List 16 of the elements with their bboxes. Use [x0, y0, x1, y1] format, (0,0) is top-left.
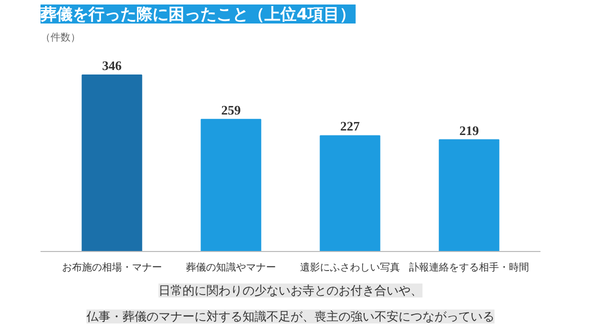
text: 仏事・葬儀のマナーに対する知識不足が、喪主の強い不安につながっている	[86, 310, 494, 324]
x-tick-label: 訃報連絡をする相手・時間	[409, 262, 530, 274]
bar	[82, 74, 142, 252]
data-label: 259	[221, 102, 242, 118]
data-label: 219	[459, 122, 480, 138]
data-label: 227	[340, 118, 360, 134]
bar	[200, 118, 262, 252]
chart-title: 葬儀を行った際に困ったこと（上位4項目）	[40, 4, 356, 24]
text: 日常的に関わりの少ないお寺とのお付き合いや、	[158, 284, 422, 298]
x-tick-label: お布施の相場・マナー	[62, 262, 162, 274]
x-tick-label: 葬儀の知識やマナー	[186, 262, 276, 274]
x-tick-label: 遺影にふさわしい写真	[300, 262, 400, 274]
bar	[320, 135, 380, 252]
y-axis-title: （件数）	[40, 32, 80, 44]
data-label: 346	[102, 58, 122, 73]
bar	[438, 139, 500, 252]
